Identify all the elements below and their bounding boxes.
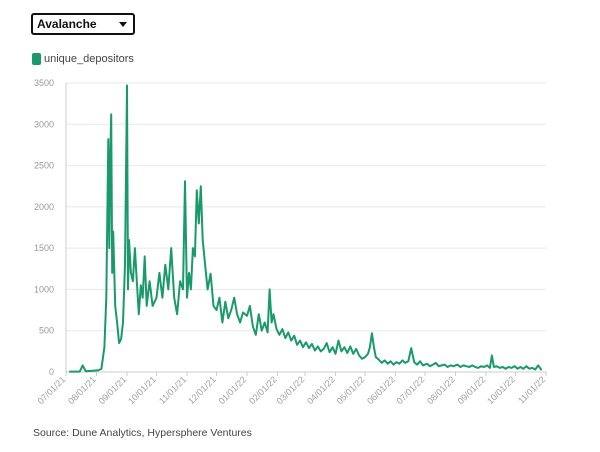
legend-swatch bbox=[32, 53, 41, 65]
x-tick-label: 11/01/21 bbox=[157, 374, 188, 405]
source-note: Source: Dune Analytics, Hypersphere Vent… bbox=[33, 427, 252, 439]
x-tick-label: 07/01/22 bbox=[395, 374, 427, 406]
y-tick-label: 2500 bbox=[34, 161, 54, 171]
x-tick-label: 09/01/22 bbox=[456, 374, 488, 406]
x-tick-label: 05/01/22 bbox=[335, 374, 367, 406]
x-tick-label: 06/01/22 bbox=[365, 374, 397, 406]
y-tick-label: 3500 bbox=[34, 78, 54, 88]
x-tick-label: 09/01/21 bbox=[97, 374, 129, 406]
y-tick-label: 3000 bbox=[34, 119, 54, 129]
x-tick-label: 03/01/22 bbox=[275, 374, 307, 406]
x-tick-label: 10/01/21 bbox=[126, 374, 158, 406]
y-tick-label: 0 bbox=[49, 367, 54, 377]
x-tick-label: 01/01/22 bbox=[217, 374, 249, 406]
y-tick-label: 500 bbox=[39, 326, 54, 336]
series-line-unique-depositors[interactable] bbox=[68, 84, 543, 373]
chain-select[interactable]: Avalanche bbox=[31, 13, 135, 35]
x-tick-label: 12/01/21 bbox=[186, 374, 218, 406]
x-tick-label: 07/01/21 bbox=[36, 374, 68, 406]
series-layer bbox=[68, 84, 543, 373]
grid-lines bbox=[65, 82, 546, 373]
x-tick-label: 08/01/21 bbox=[66, 374, 98, 406]
y-axis-ticks: 0 500 1000 1500 2000 2500 3000 3500 bbox=[34, 78, 54, 377]
chevron-down-icon[interactable] bbox=[119, 21, 127, 27]
chart-legend[interactable]: unique_depositors bbox=[32, 53, 134, 65]
x-tick-label: 08/01/22 bbox=[425, 374, 457, 406]
legend-label: unique_depositors bbox=[44, 53, 134, 65]
x-tick-label: 11/01/22 bbox=[516, 374, 547, 405]
y-tick-label: 2000 bbox=[34, 202, 54, 212]
chain-select-value: Avalanche bbox=[37, 17, 97, 31]
y-tick-label: 1500 bbox=[34, 243, 54, 253]
x-tick-label: 02/01/22 bbox=[247, 374, 279, 406]
y-tick-label: 1000 bbox=[34, 284, 54, 294]
x-tick-label: 10/01/22 bbox=[485, 374, 517, 406]
x-tick-label: 04/01/22 bbox=[305, 374, 337, 406]
